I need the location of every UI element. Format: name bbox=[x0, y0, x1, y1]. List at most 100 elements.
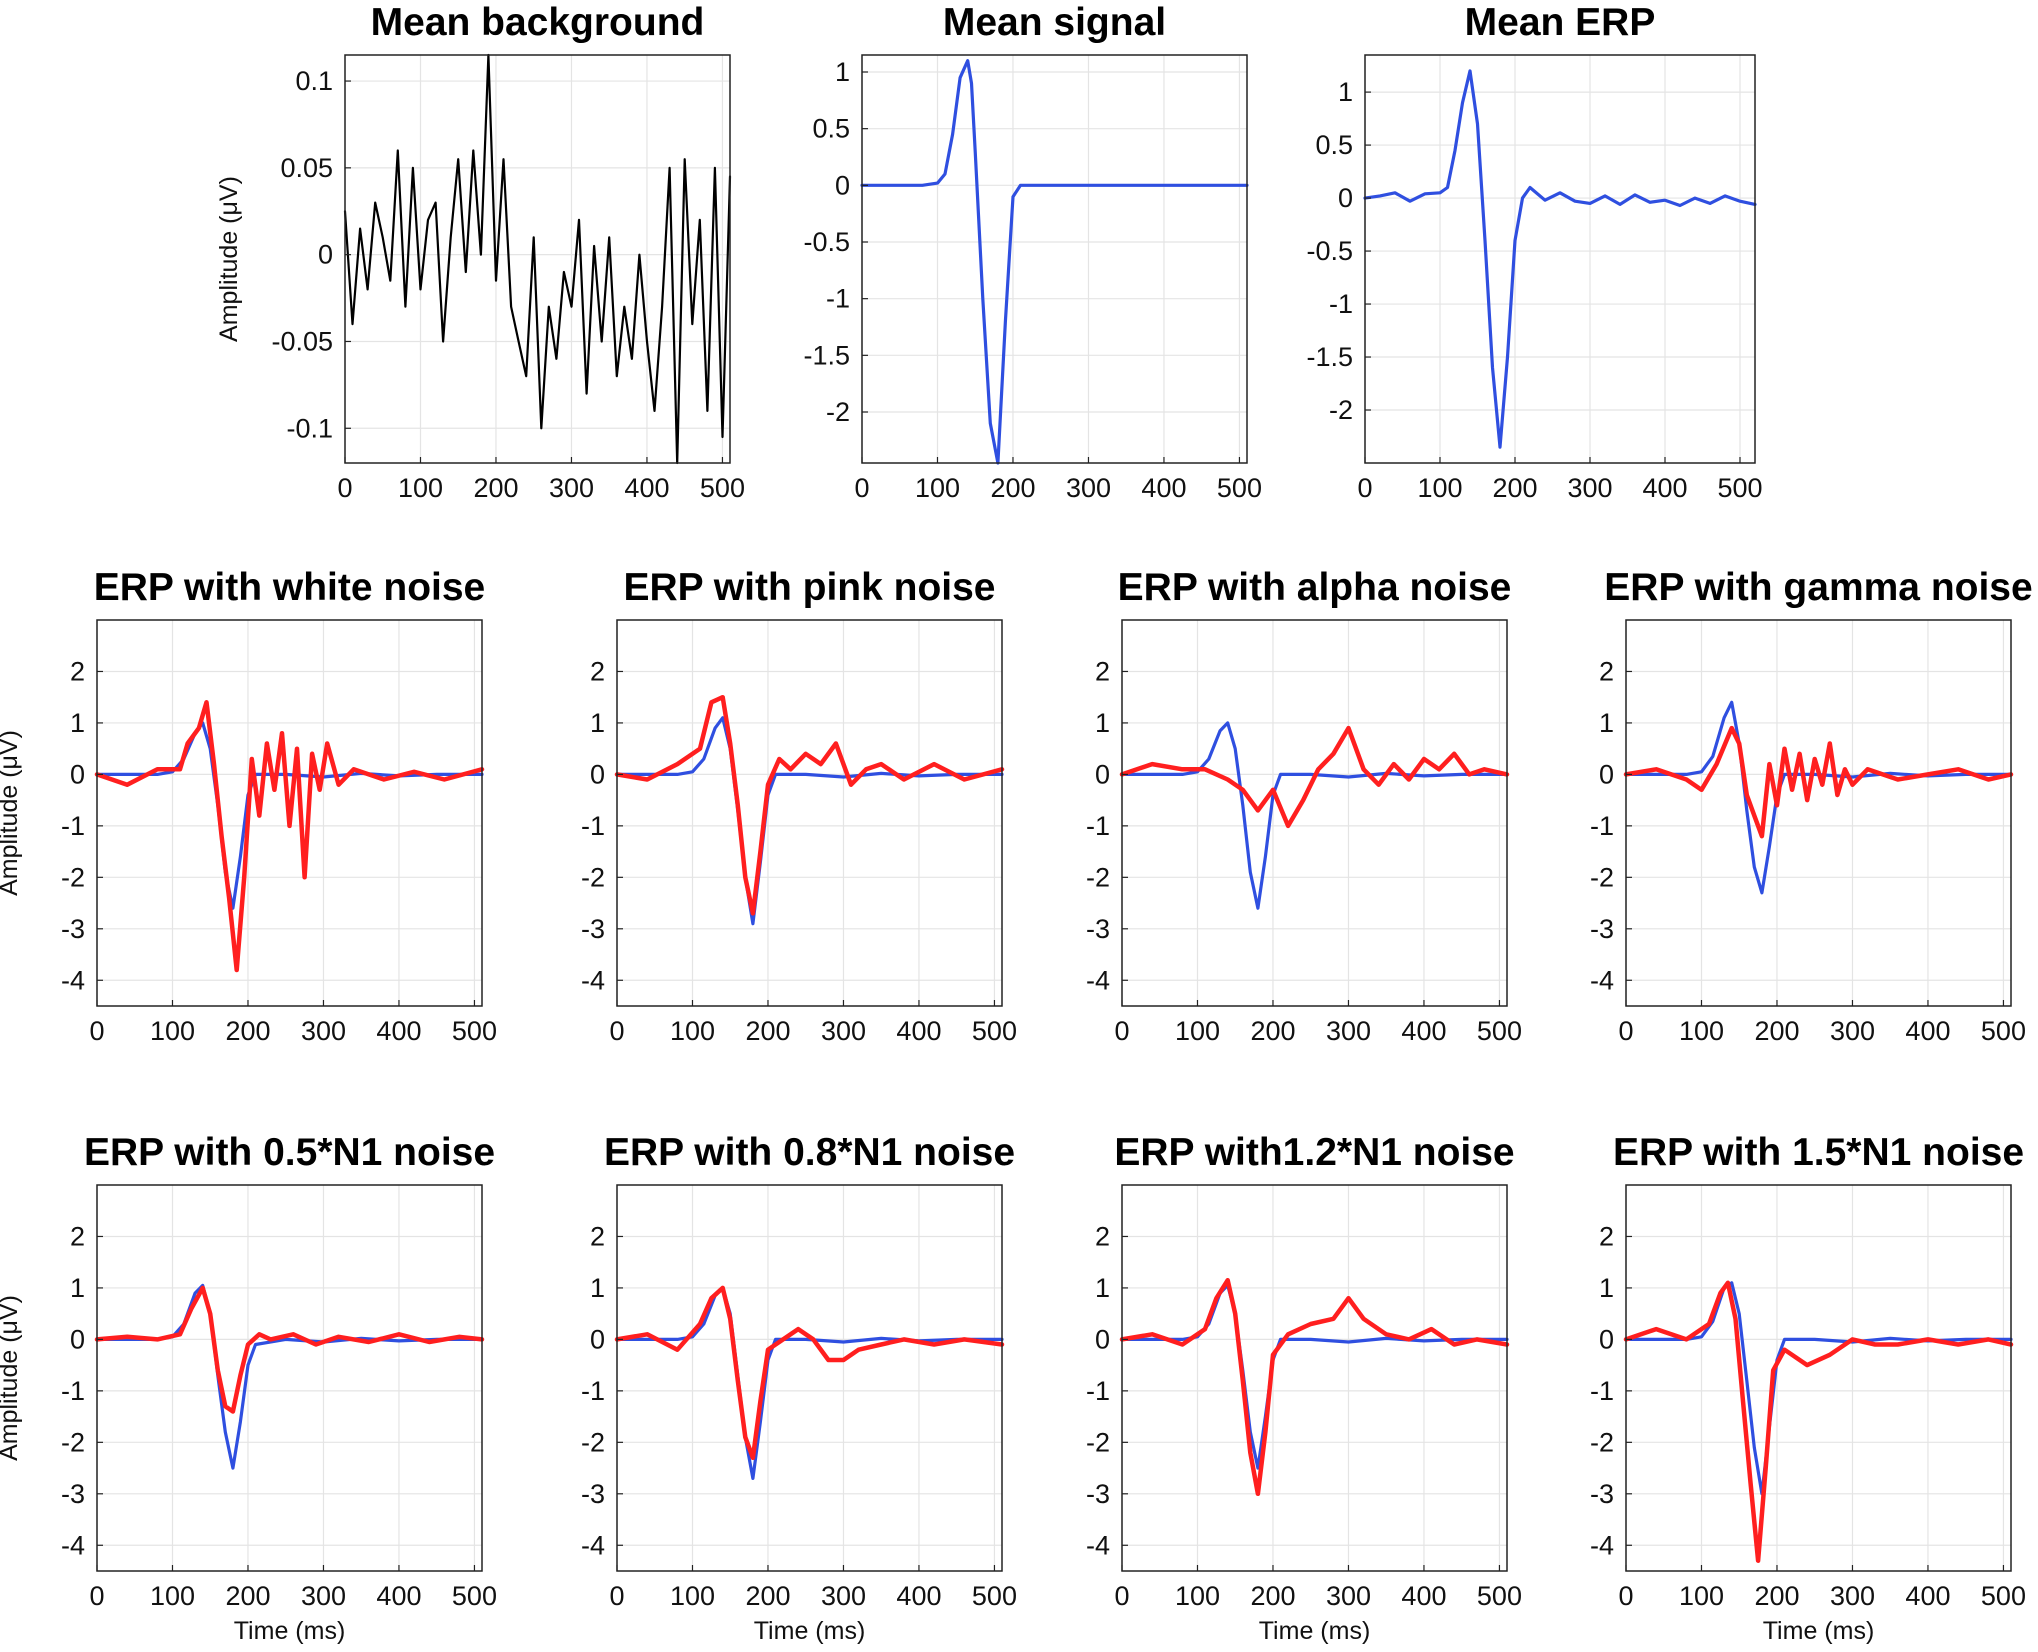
plot-area bbox=[1626, 1185, 2011, 1571]
x-tick-label: 200 bbox=[1754, 1016, 1799, 1046]
y-tick-label: 0 bbox=[70, 759, 85, 789]
y-tick-label: 2 bbox=[590, 1221, 605, 1251]
y-tick-label: 0 bbox=[1599, 1324, 1614, 1354]
plot-area bbox=[345, 55, 730, 463]
y-tick-label: -1 bbox=[581, 1376, 605, 1406]
x-tick-label: 200 bbox=[745, 1016, 790, 1046]
y-tick-label: 0.1 bbox=[295, 66, 333, 96]
subplot-3: 0 100 200 300 400 500 -2 -1.5 -1 -0.5 0 0.5 1 Mean ER… bbox=[1306, 1, 1762, 503]
subplot-5: 0 100 200 300 400 500 -4 -3 -2 -1 0 1 2 ERP with pink… bbox=[581, 566, 1017, 1046]
x-axis-label: Time (ms) bbox=[1763, 1617, 1875, 1645]
y-tick-label: 1 bbox=[590, 1273, 605, 1303]
x-tick-label: 200 bbox=[225, 1016, 270, 1046]
y-tick-label: 2 bbox=[70, 1221, 85, 1251]
x-tick-label: 400 bbox=[376, 1016, 421, 1046]
y-tick-label: 0.5 bbox=[812, 114, 850, 144]
y-tick-label: 0 bbox=[318, 240, 333, 270]
x-tick-label: 0 bbox=[1114, 1016, 1129, 1046]
y-tick-label: -2 bbox=[581, 862, 605, 892]
subplot-title: Mean background bbox=[371, 1, 705, 44]
y-tick-label: 2 bbox=[1599, 1221, 1614, 1251]
y-tick-label: -3 bbox=[1086, 914, 1110, 944]
plot-area bbox=[862, 55, 1247, 463]
series-line-1 bbox=[1363, 69, 1757, 449]
series-line-1 bbox=[1624, 700, 2013, 895]
y-tick-label: 0.05 bbox=[280, 153, 333, 183]
axes-frame bbox=[1625, 1184, 2012, 1572]
plot-area bbox=[1122, 620, 1507, 1006]
x-tick-label: 300 bbox=[301, 1581, 346, 1611]
x-tick-label: 0 bbox=[89, 1581, 104, 1611]
subplot-title: ERP with 0.5*N1 noise bbox=[84, 1131, 495, 1174]
x-tick-label: 0 bbox=[609, 1581, 624, 1611]
x-tick-label: 100 bbox=[150, 1581, 195, 1611]
series-line-2 bbox=[94, 700, 485, 973]
y-tick-label: 0 bbox=[590, 1324, 605, 1354]
axes-frame bbox=[616, 1184, 1003, 1572]
y-tick-label: -0.05 bbox=[271, 326, 333, 356]
y-tick-label: -1 bbox=[1086, 1376, 1110, 1406]
x-tick-label: 400 bbox=[1141, 473, 1186, 503]
subplot-7: 0 100 200 300 400 500 -4 -3 -2 -1 0 1 2 ERP with gamm… bbox=[1590, 566, 2033, 1046]
x-tick-label: 0 bbox=[1618, 1016, 1633, 1046]
y-tick-label: 1 bbox=[70, 1273, 85, 1303]
y-tick-label: 1 bbox=[1599, 1273, 1614, 1303]
x-tick-label: 300 bbox=[821, 1581, 866, 1611]
series-line-1 bbox=[615, 716, 1004, 926]
subplot-title: ERP with 1.5*N1 noise bbox=[1613, 1131, 2024, 1174]
x-tick-label: 0 bbox=[609, 1016, 624, 1046]
y-tick-label: -2 bbox=[1086, 1427, 1110, 1457]
y-tick-label: -1 bbox=[581, 811, 605, 841]
y-tick-label: -4 bbox=[61, 965, 85, 995]
axes-frame bbox=[861, 54, 1248, 464]
x-tick-label: 400 bbox=[624, 473, 669, 503]
y-tick-label: 0 bbox=[1338, 183, 1353, 213]
axes-frame bbox=[96, 1184, 483, 1572]
x-tick-label: 500 bbox=[1981, 1016, 2026, 1046]
series-line-2 bbox=[94, 1285, 485, 1414]
x-tick-label: 300 bbox=[821, 1016, 866, 1046]
y-tick-label: -4 bbox=[1590, 1530, 1614, 1560]
y-tick-label: 2 bbox=[1599, 656, 1614, 686]
subplot-4: 0 100 200 300 400 500 -4 -3 -2 -1 0 1 2 ERP with whit… bbox=[0, 566, 497, 1046]
y-tick-label: -0.1 bbox=[286, 413, 333, 443]
axes-frame bbox=[1364, 54, 1756, 464]
subplot-10: 0 100 200 300 400 500 -4 -3 -2 -1 0 1 2 ERP with1.2*N… bbox=[1086, 1131, 1522, 1645]
x-tick-label: 100 bbox=[915, 473, 960, 503]
y-tick-label: -2 bbox=[1086, 862, 1110, 892]
x-tick-label: 100 bbox=[1175, 1581, 1220, 1611]
x-tick-label: 300 bbox=[1830, 1016, 1875, 1046]
series-line-2 bbox=[1119, 725, 1510, 829]
x-tick-label: 500 bbox=[972, 1016, 1017, 1046]
y-tick-label: -1 bbox=[826, 284, 850, 314]
subplot-title: Mean signal bbox=[943, 1, 1166, 44]
y-tick-label: -2 bbox=[61, 862, 85, 892]
y-tick-label: -1 bbox=[1329, 289, 1353, 319]
series-line-2 bbox=[1623, 725, 2014, 839]
y-tick-label: -4 bbox=[1590, 965, 1614, 995]
x-tick-label: 400 bbox=[1401, 1581, 1446, 1611]
y-tick-label: 1 bbox=[590, 708, 605, 738]
x-tick-label: 0 bbox=[337, 473, 352, 503]
x-tick-label: 100 bbox=[1417, 473, 1462, 503]
x-tick-label: 300 bbox=[301, 1016, 346, 1046]
y-tick-label: -1 bbox=[1086, 811, 1110, 841]
y-tick-label: 2 bbox=[1095, 1221, 1110, 1251]
subplot-title: Mean ERP bbox=[1465, 1, 1656, 44]
series-line-2 bbox=[614, 694, 1005, 916]
y-tick-label: -4 bbox=[581, 1530, 605, 1560]
x-tick-label: 500 bbox=[700, 473, 745, 503]
x-tick-label: 300 bbox=[549, 473, 594, 503]
x-tick-label: 100 bbox=[1679, 1016, 1724, 1046]
subplot-2: 0 100 200 300 400 500 -2 -1.5 -1 -0.5 0 0.5 1 Mean si… bbox=[803, 1, 1262, 503]
x-tick-label: 200 bbox=[990, 473, 1035, 503]
y-tick-label: -2 bbox=[61, 1427, 85, 1457]
y-tick-label: -1 bbox=[1590, 1376, 1614, 1406]
series-line-1 bbox=[615, 1286, 1004, 1481]
x-tick-label: 300 bbox=[1066, 473, 1111, 503]
y-tick-label: 0.5 bbox=[1315, 130, 1353, 160]
y-tick-label: -3 bbox=[1086, 1479, 1110, 1509]
series-line-2 bbox=[1119, 1277, 1510, 1497]
x-tick-label: 500 bbox=[1981, 1581, 2026, 1611]
y-tick-label: 1 bbox=[835, 57, 850, 87]
